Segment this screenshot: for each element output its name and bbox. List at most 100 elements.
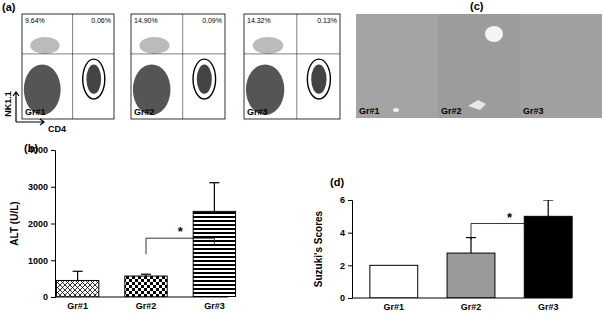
tick: Gr#3 (538, 298, 559, 312)
bar (56, 280, 98, 297)
tick-label: 2 (340, 261, 345, 271)
flow-gate (83, 59, 105, 99)
quadrant-percent: 14.32% (247, 17, 271, 24)
tick-label: Gr#1 (67, 301, 88, 311)
error-stem (548, 200, 549, 216)
error-bar (209, 183, 219, 212)
significance-bracket (471, 224, 548, 240)
tick-label: 6 (340, 195, 345, 205)
tick-label: 4000 (28, 145, 48, 155)
tick: Gr#3 (204, 297, 225, 311)
quadrant-line (72, 14, 73, 119)
tick: 0 (43, 292, 55, 302)
axis-line (348, 201, 353, 299)
flow-population (139, 37, 169, 54)
tick-label: 2000 (28, 219, 48, 229)
flow-plot: 14.32% 0.13% Gr#3 (244, 14, 340, 119)
flow-population (197, 64, 212, 93)
tick-mark (51, 187, 55, 188)
significance-bracket (146, 238, 214, 254)
y-axis: 0246 (340, 195, 353, 303)
group-label: Gr#3 (247, 107, 268, 117)
tick-label: 1000 (28, 256, 48, 266)
tick-label: 0 (340, 293, 345, 303)
tick-label: Gr#3 (204, 301, 225, 311)
plot-area (56, 183, 235, 297)
tick-mark (51, 260, 55, 261)
tick: 3000 (28, 182, 55, 192)
tick-label: 3000 (28, 182, 48, 192)
bar (370, 265, 418, 298)
flow-plot: 9.64%0.06%Gr#1 (22, 14, 114, 119)
tick: Gr#1 (384, 298, 405, 312)
flow-axes: NK1.1 CD4 (3, 91, 66, 134)
axis-title: ALT (U/L) (9, 201, 20, 245)
error-bar (73, 271, 83, 280)
panel-label: (c) (470, 0, 484, 12)
vessel (393, 108, 399, 112)
quadrant-line (244, 53, 340, 54)
tick-label: Gr#2 (136, 301, 157, 311)
error-stem (214, 183, 215, 212)
y-axis: 0 1000 2000 3000 4000 (28, 145, 56, 302)
quadrant-line (182, 14, 183, 119)
significance-label: * (178, 224, 184, 239)
tick-label: 0 (43, 292, 48, 302)
tick: 1000 (28, 256, 55, 266)
vessel (468, 100, 486, 110)
bar (447, 253, 495, 298)
error-stem (77, 271, 78, 280)
quadrant-percent: 14.90% (134, 17, 158, 24)
tick: 0 (340, 293, 352, 303)
tick-label: Gr#3 (538, 302, 559, 312)
quadrant-line (22, 53, 114, 54)
tick: 4000 (28, 145, 55, 155)
axis-title: Suzuki's Scores (313, 210, 324, 287)
flow-population (253, 37, 284, 54)
bar (193, 211, 235, 297)
axis-line (51, 151, 56, 298)
quadrant-percent: 0.13% (317, 17, 337, 24)
axis-arrow (13, 92, 19, 122)
quadrant-percent: 0.09% (202, 17, 222, 24)
x-axis: Gr#1 Gr#2 Gr#3 (352, 298, 572, 312)
error-bar (141, 274, 151, 276)
group-label: Gr#2 (441, 106, 462, 116)
flow-gate (307, 59, 330, 99)
flow-population (86, 64, 101, 93)
axis-title: CD4 (48, 124, 66, 134)
bar (125, 276, 167, 297)
tick: Gr#2 (461, 298, 482, 312)
error-bar (543, 200, 553, 216)
tick: 2000 (28, 219, 55, 229)
quadrant-percent: 0.06% (91, 17, 111, 24)
flow-frame (22, 14, 114, 119)
tick-mark (348, 233, 352, 234)
tick-label: Gr#2 (461, 302, 482, 312)
group-label: Gr#3 (523, 106, 544, 116)
significance: * (146, 224, 214, 254)
tick-mark (348, 200, 352, 201)
figure: (a)9.64%0.06%Gr#114.90%0.09%Gr#214.32%0.… (0, 0, 602, 320)
axis-title: NK1.1 (3, 91, 13, 117)
histology-image (438, 14, 520, 118)
tick-mark (51, 297, 55, 298)
error-cap (543, 200, 553, 201)
tick-mark (51, 224, 55, 225)
group-label: Gr#1 (359, 106, 380, 116)
group-label: Gr#2 (134, 107, 155, 117)
quadrant-line (131, 53, 225, 54)
significance: * (471, 210, 548, 240)
histology-tile: Gr#1 (356, 14, 438, 118)
tick-mark (348, 298, 352, 299)
tick: Gr#1 (67, 297, 88, 311)
error-cap (141, 274, 151, 275)
flow-frame (244, 14, 340, 119)
tick-label: Gr#1 (384, 302, 405, 312)
flow-population (30, 37, 59, 54)
flow-frame (131, 14, 225, 119)
tick-mark (348, 265, 352, 266)
histology-image (520, 14, 602, 118)
panel-label: (d) (330, 176, 344, 188)
error-stem (470, 238, 471, 254)
